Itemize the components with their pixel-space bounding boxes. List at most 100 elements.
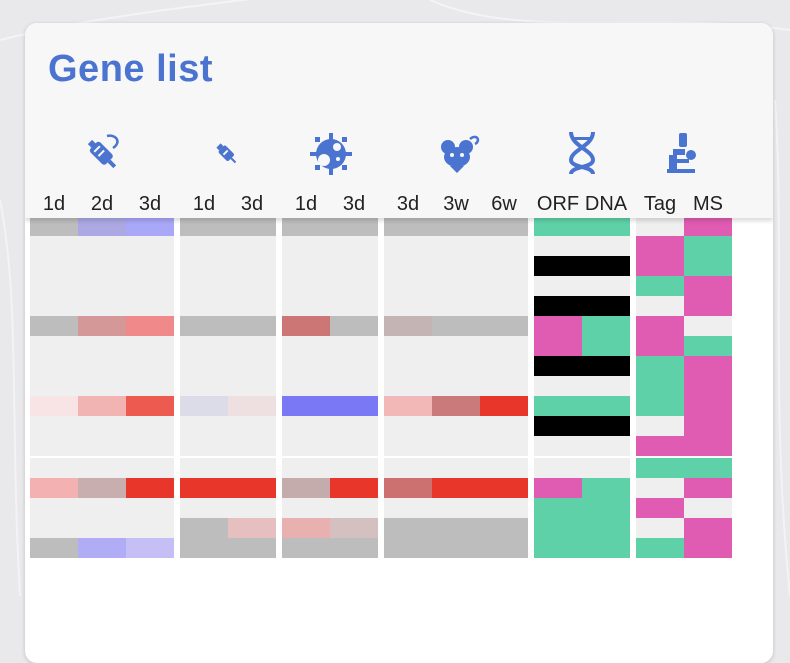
heatmap-cell[interactable]	[30, 336, 78, 356]
heatmap-cell[interactable]	[480, 296, 528, 316]
heatmap-cell[interactable]	[582, 376, 630, 396]
heatmap-cell[interactable]	[432, 538, 480, 558]
heatmap-cell[interactable]	[432, 216, 480, 236]
heatmap-cell[interactable]	[432, 336, 480, 356]
heatmap-cell[interactable]	[684, 478, 732, 498]
heatmap-cell[interactable]	[582, 296, 630, 316]
heatmap-cell[interactable]	[228, 478, 276, 498]
heatmap-cell[interactable]	[582, 336, 630, 356]
heatmap-cell[interactable]	[330, 436, 378, 456]
heatmap-cell[interactable]	[78, 538, 126, 558]
heatmap-cell[interactable]	[282, 538, 330, 558]
heatmap-cell[interactable]	[180, 538, 228, 558]
heatmap-cell[interactable]	[282, 216, 330, 236]
mouse-icon[interactable]	[437, 131, 481, 175]
heatmap-cell[interactable]	[534, 356, 582, 376]
heatmap-cell[interactable]	[684, 256, 732, 276]
heatmap-cell[interactable]	[480, 478, 528, 498]
heatmap-cell[interactable]	[480, 236, 528, 256]
heatmap-cell[interactable]	[30, 356, 78, 376]
heatmap-cell[interactable]	[330, 376, 378, 396]
heatmap-cell[interactable]	[78, 518, 126, 538]
heatmap-cell[interactable]	[684, 316, 732, 336]
heatmap-cell[interactable]	[636, 478, 684, 498]
heatmap-cell[interactable]	[78, 296, 126, 316]
heatmap-cell[interactable]	[180, 498, 228, 518]
heatmap-cell[interactable]	[384, 216, 432, 236]
heatmap-cell[interactable]	[582, 416, 630, 436]
heatmap-cell[interactable]	[228, 396, 276, 416]
heatmap-cell[interactable]	[636, 458, 684, 478]
injection-icon[interactable]	[213, 140, 241, 168]
heatmap-cell[interactable]	[282, 256, 330, 276]
heatmap-cell[interactable]	[282, 376, 330, 396]
heatmap-cell[interactable]	[684, 336, 732, 356]
heatmap-cell[interactable]	[330, 356, 378, 376]
heatmap-cell[interactable]	[384, 458, 432, 478]
heatmap-cell[interactable]	[684, 356, 732, 376]
heatmap-cell[interactable]	[636, 356, 684, 376]
heatmap-cell[interactable]	[30, 416, 78, 436]
heatmap-cell[interactable]	[228, 376, 276, 396]
heatmap-cell[interactable]	[30, 458, 78, 478]
heatmap-cell[interactable]	[228, 518, 276, 538]
heatmap-cell[interactable]	[480, 336, 528, 356]
heatmap-cell[interactable]	[582, 316, 630, 336]
heatmap-cell[interactable]	[636, 236, 684, 256]
heatmap-cell[interactable]	[480, 256, 528, 276]
heatmap-cell[interactable]	[30, 376, 78, 396]
heatmap-cell[interactable]	[534, 458, 582, 478]
heatmap-cell[interactable]	[432, 316, 480, 336]
heatmap-cell[interactable]	[432, 276, 480, 296]
heatmap-cell[interactable]	[126, 296, 174, 316]
heatmap-cell[interactable]	[384, 276, 432, 296]
heatmap-cell[interactable]	[282, 436, 330, 456]
heatmap-cell[interactable]	[582, 458, 630, 478]
heatmap-cell[interactable]	[330, 236, 378, 256]
heatmap-cell[interactable]	[480, 376, 528, 396]
heatmap-cell[interactable]	[384, 236, 432, 256]
heatmap-cell[interactable]	[30, 236, 78, 256]
heatmap-cell[interactable]	[582, 256, 630, 276]
heatmap-cell[interactable]	[228, 216, 276, 236]
heatmap-cell[interactable]	[282, 236, 330, 256]
heatmap-cell[interactable]	[126, 336, 174, 356]
heatmap-cell[interactable]	[684, 518, 732, 538]
heatmap-cell[interactable]	[30, 436, 78, 456]
heatmap-cell[interactable]	[534, 236, 582, 256]
heatmap-cell[interactable]	[126, 316, 174, 336]
heatmap-cell[interactable]	[432, 458, 480, 478]
heatmap-cell[interactable]	[432, 236, 480, 256]
heatmap-cell[interactable]	[636, 216, 684, 236]
heatmap-cell[interactable]	[30, 216, 78, 236]
heatmap-cell[interactable]	[480, 498, 528, 518]
heatmap-cell[interactable]	[636, 336, 684, 356]
heatmap-cell[interactable]	[636, 416, 684, 436]
heatmap-cell[interactable]	[126, 478, 174, 498]
heatmap-cell[interactable]	[384, 478, 432, 498]
heatmap-cell[interactable]	[78, 276, 126, 296]
heatmap-cell[interactable]	[282, 416, 330, 436]
heatmap-cell[interactable]	[126, 356, 174, 376]
heatmap-cell[interactable]	[180, 256, 228, 276]
heatmap-cell[interactable]	[78, 356, 126, 376]
heatmap-cell[interactable]	[384, 316, 432, 336]
heatmap-cell[interactable]	[480, 436, 528, 456]
heatmap-cell[interactable]	[684, 538, 732, 558]
heatmap-cell[interactable]	[684, 436, 732, 456]
heatmap-cell[interactable]	[282, 296, 330, 316]
heatmap-cell[interactable]	[582, 498, 630, 518]
heatmap-cell[interactable]	[636, 538, 684, 558]
heatmap-cell[interactable]	[126, 436, 174, 456]
heatmap-cell[interactable]	[78, 336, 126, 356]
heatmap-cell[interactable]	[684, 236, 732, 256]
heatmap-cell[interactable]	[30, 296, 78, 316]
heatmap-cell[interactable]	[432, 296, 480, 316]
heatmap-cell[interactable]	[480, 538, 528, 558]
heatmap-cell[interactable]	[78, 396, 126, 416]
heatmap-cell[interactable]	[78, 236, 126, 256]
heatmap-cell[interactable]	[330, 498, 378, 518]
heatmap-cell[interactable]	[534, 216, 582, 236]
heatmap-cell[interactable]	[228, 276, 276, 296]
heatmap-cell[interactable]	[684, 216, 732, 236]
